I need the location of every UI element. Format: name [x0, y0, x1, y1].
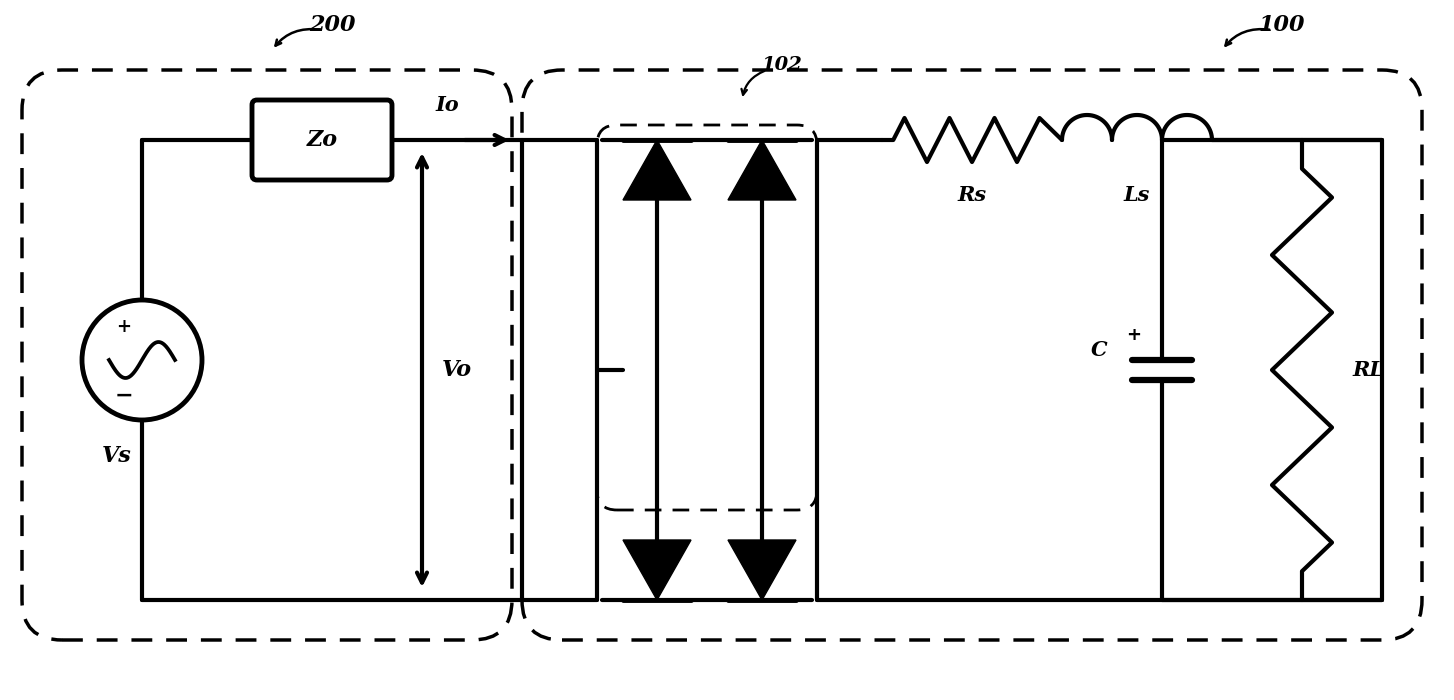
Text: 100: 100: [1259, 14, 1306, 36]
Text: Ls: Ls: [1124, 185, 1150, 205]
Text: 200: 200: [308, 14, 355, 36]
Text: +: +: [116, 318, 131, 336]
Text: Vo: Vo: [442, 359, 473, 381]
Polygon shape: [622, 540, 691, 600]
Text: RL: RL: [1352, 360, 1384, 380]
Text: Vs: Vs: [102, 445, 132, 467]
Text: +: +: [1127, 326, 1141, 344]
Text: Zo: Zo: [307, 129, 337, 151]
Text: C: C: [1090, 340, 1106, 360]
Text: Rs: Rs: [957, 185, 987, 205]
Text: Io: Io: [435, 95, 459, 115]
Text: −: −: [115, 385, 134, 407]
Polygon shape: [728, 540, 795, 600]
Text: 102: 102: [762, 56, 803, 74]
Polygon shape: [622, 140, 691, 200]
Polygon shape: [728, 140, 795, 200]
